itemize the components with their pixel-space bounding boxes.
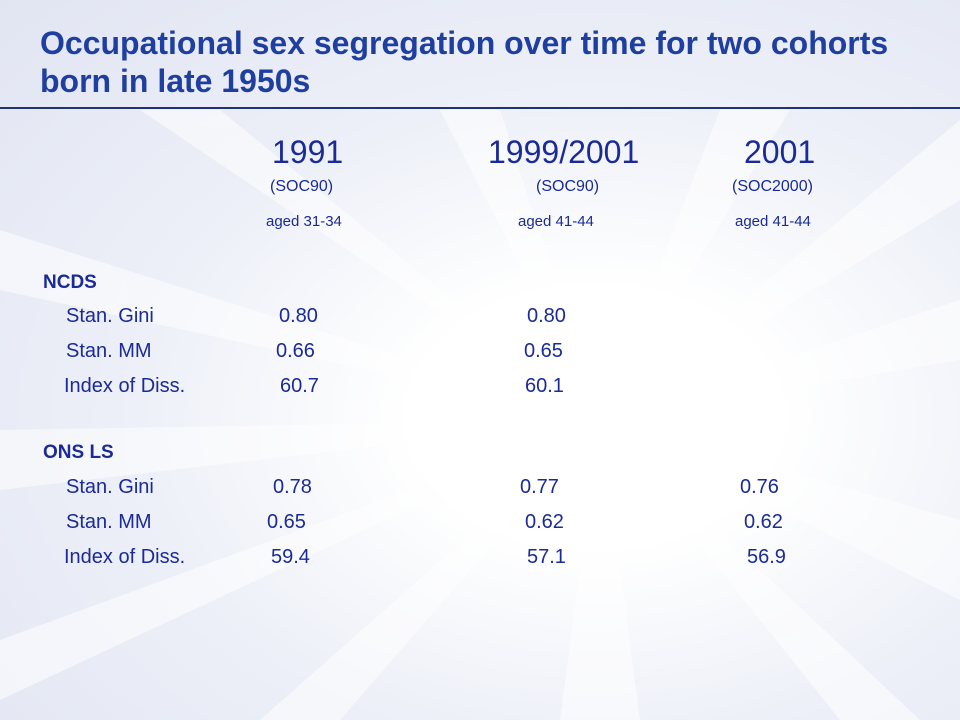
table-cell: 0.66: [276, 340, 315, 362]
row-label: Index of Diss.: [64, 546, 186, 568]
table-cell: 0.65: [524, 340, 563, 362]
group-heading-ncds: NCDS: [43, 272, 97, 293]
table-cell: 0.65: [267, 511, 306, 533]
table-cell: 0.78: [273, 476, 312, 498]
table-cell: 0.76: [740, 476, 779, 498]
table-cell: 0.77: [520, 476, 559, 498]
row-label: Index of Diss.: [64, 375, 186, 397]
column-classification: (SOC2000): [732, 178, 813, 195]
column-age: aged 31-34: [266, 213, 342, 230]
group-heading-ons-ls: ONS LS: [43, 442, 114, 463]
table-cell: 0.62: [525, 511, 564, 533]
table-cell: 60.1: [525, 375, 564, 397]
title-divider: [0, 107, 960, 109]
column-year: 2001: [744, 134, 816, 170]
slide-title: Occupational sex segregation over time f…: [40, 25, 889, 99]
table-cell: 0.80: [279, 305, 318, 327]
row-label: Stan. Gini: [66, 305, 154, 327]
row-label: Stan. MM: [66, 511, 152, 533]
column-age: aged 41-44: [735, 213, 811, 230]
column-classification: (SOC90): [536, 178, 600, 195]
column-age: aged 41-44: [518, 213, 594, 230]
table-cell: 57.1: [527, 546, 566, 568]
column-year: 1991: [272, 134, 344, 170]
row-label: Stan. Gini: [66, 476, 154, 498]
table-cell: 59.4: [271, 546, 310, 568]
table-cell: 56.9: [747, 546, 786, 568]
table-cell: 60.7: [280, 375, 319, 397]
column-year: 1999/2001: [488, 134, 640, 170]
table-cell: 0.62: [744, 511, 783, 533]
column-classification: (SOC90): [270, 178, 334, 195]
row-label: Stan. MM: [66, 340, 152, 362]
table-cell: 0.80: [527, 305, 566, 327]
